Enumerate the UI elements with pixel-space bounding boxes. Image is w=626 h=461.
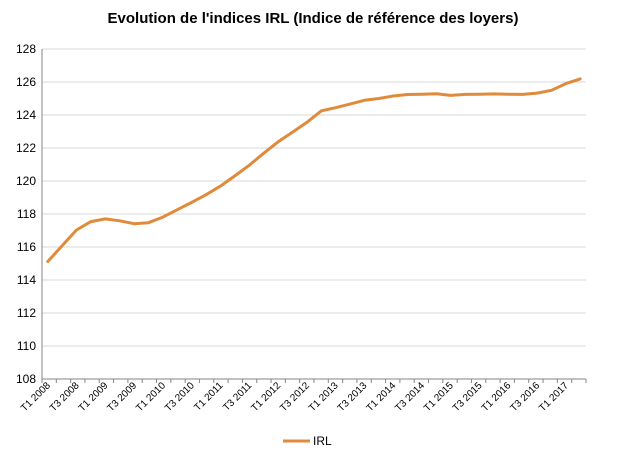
y-tick-label: 128 [16,42,36,56]
series-line-irl [46,77,582,263]
series-layer [46,77,582,263]
x-tick-label: T1 2014 [365,380,399,414]
x-tick-label: T1 2017 [537,380,571,414]
x-tick-label: T3 2011 [221,380,255,414]
y-tick-label: 108 [16,372,36,386]
y-tick-label: 118 [17,207,36,221]
x-tick-label: T1 2013 [307,380,341,414]
x-tick-label: T3 2009 [105,380,139,414]
y-tick-label: 110 [17,339,36,353]
x-tick-label: T3 2015 [451,380,485,414]
x-tick-label: T3 2012 [278,380,312,414]
x-tick-label: T1 2010 [134,380,168,414]
x-tick-label: T3 2010 [163,380,197,414]
y-tick-label: 122 [16,141,36,155]
axes [41,49,587,383]
x-tick-label: T1 2011 [192,380,226,414]
y-tick-label: 126 [16,75,36,89]
x-tick-label: T3 2016 [508,380,542,414]
y-tick-label: 124 [16,108,36,122]
gridlines [42,48,586,347]
y-tick-label: 120 [16,174,36,188]
x-tick-label: T1 2012 [249,380,283,414]
x-tick-label: T1 2009 [77,380,111,414]
x-tick-label: T1 2016 [480,380,514,414]
y-tick-labels: 108 110 112 114 116 118 120 122 124 126 128 [16,42,36,386]
legend: IRL [283,434,332,448]
x-tick-label: T3 2013 [336,380,370,414]
x-tick-label: T3 2008 [48,380,82,414]
chart-title: Evolution de l'indices IRL (Indice de ré… [107,10,519,27]
y-tick-label: 114 [17,273,36,287]
y-tick-label: 112 [17,306,36,320]
y-tick-label: 116 [17,240,36,254]
legend-label: IRL [313,434,332,448]
x-tick-label: T1 2015 [422,380,456,414]
x-tick-label: T3 2014 [393,380,427,414]
